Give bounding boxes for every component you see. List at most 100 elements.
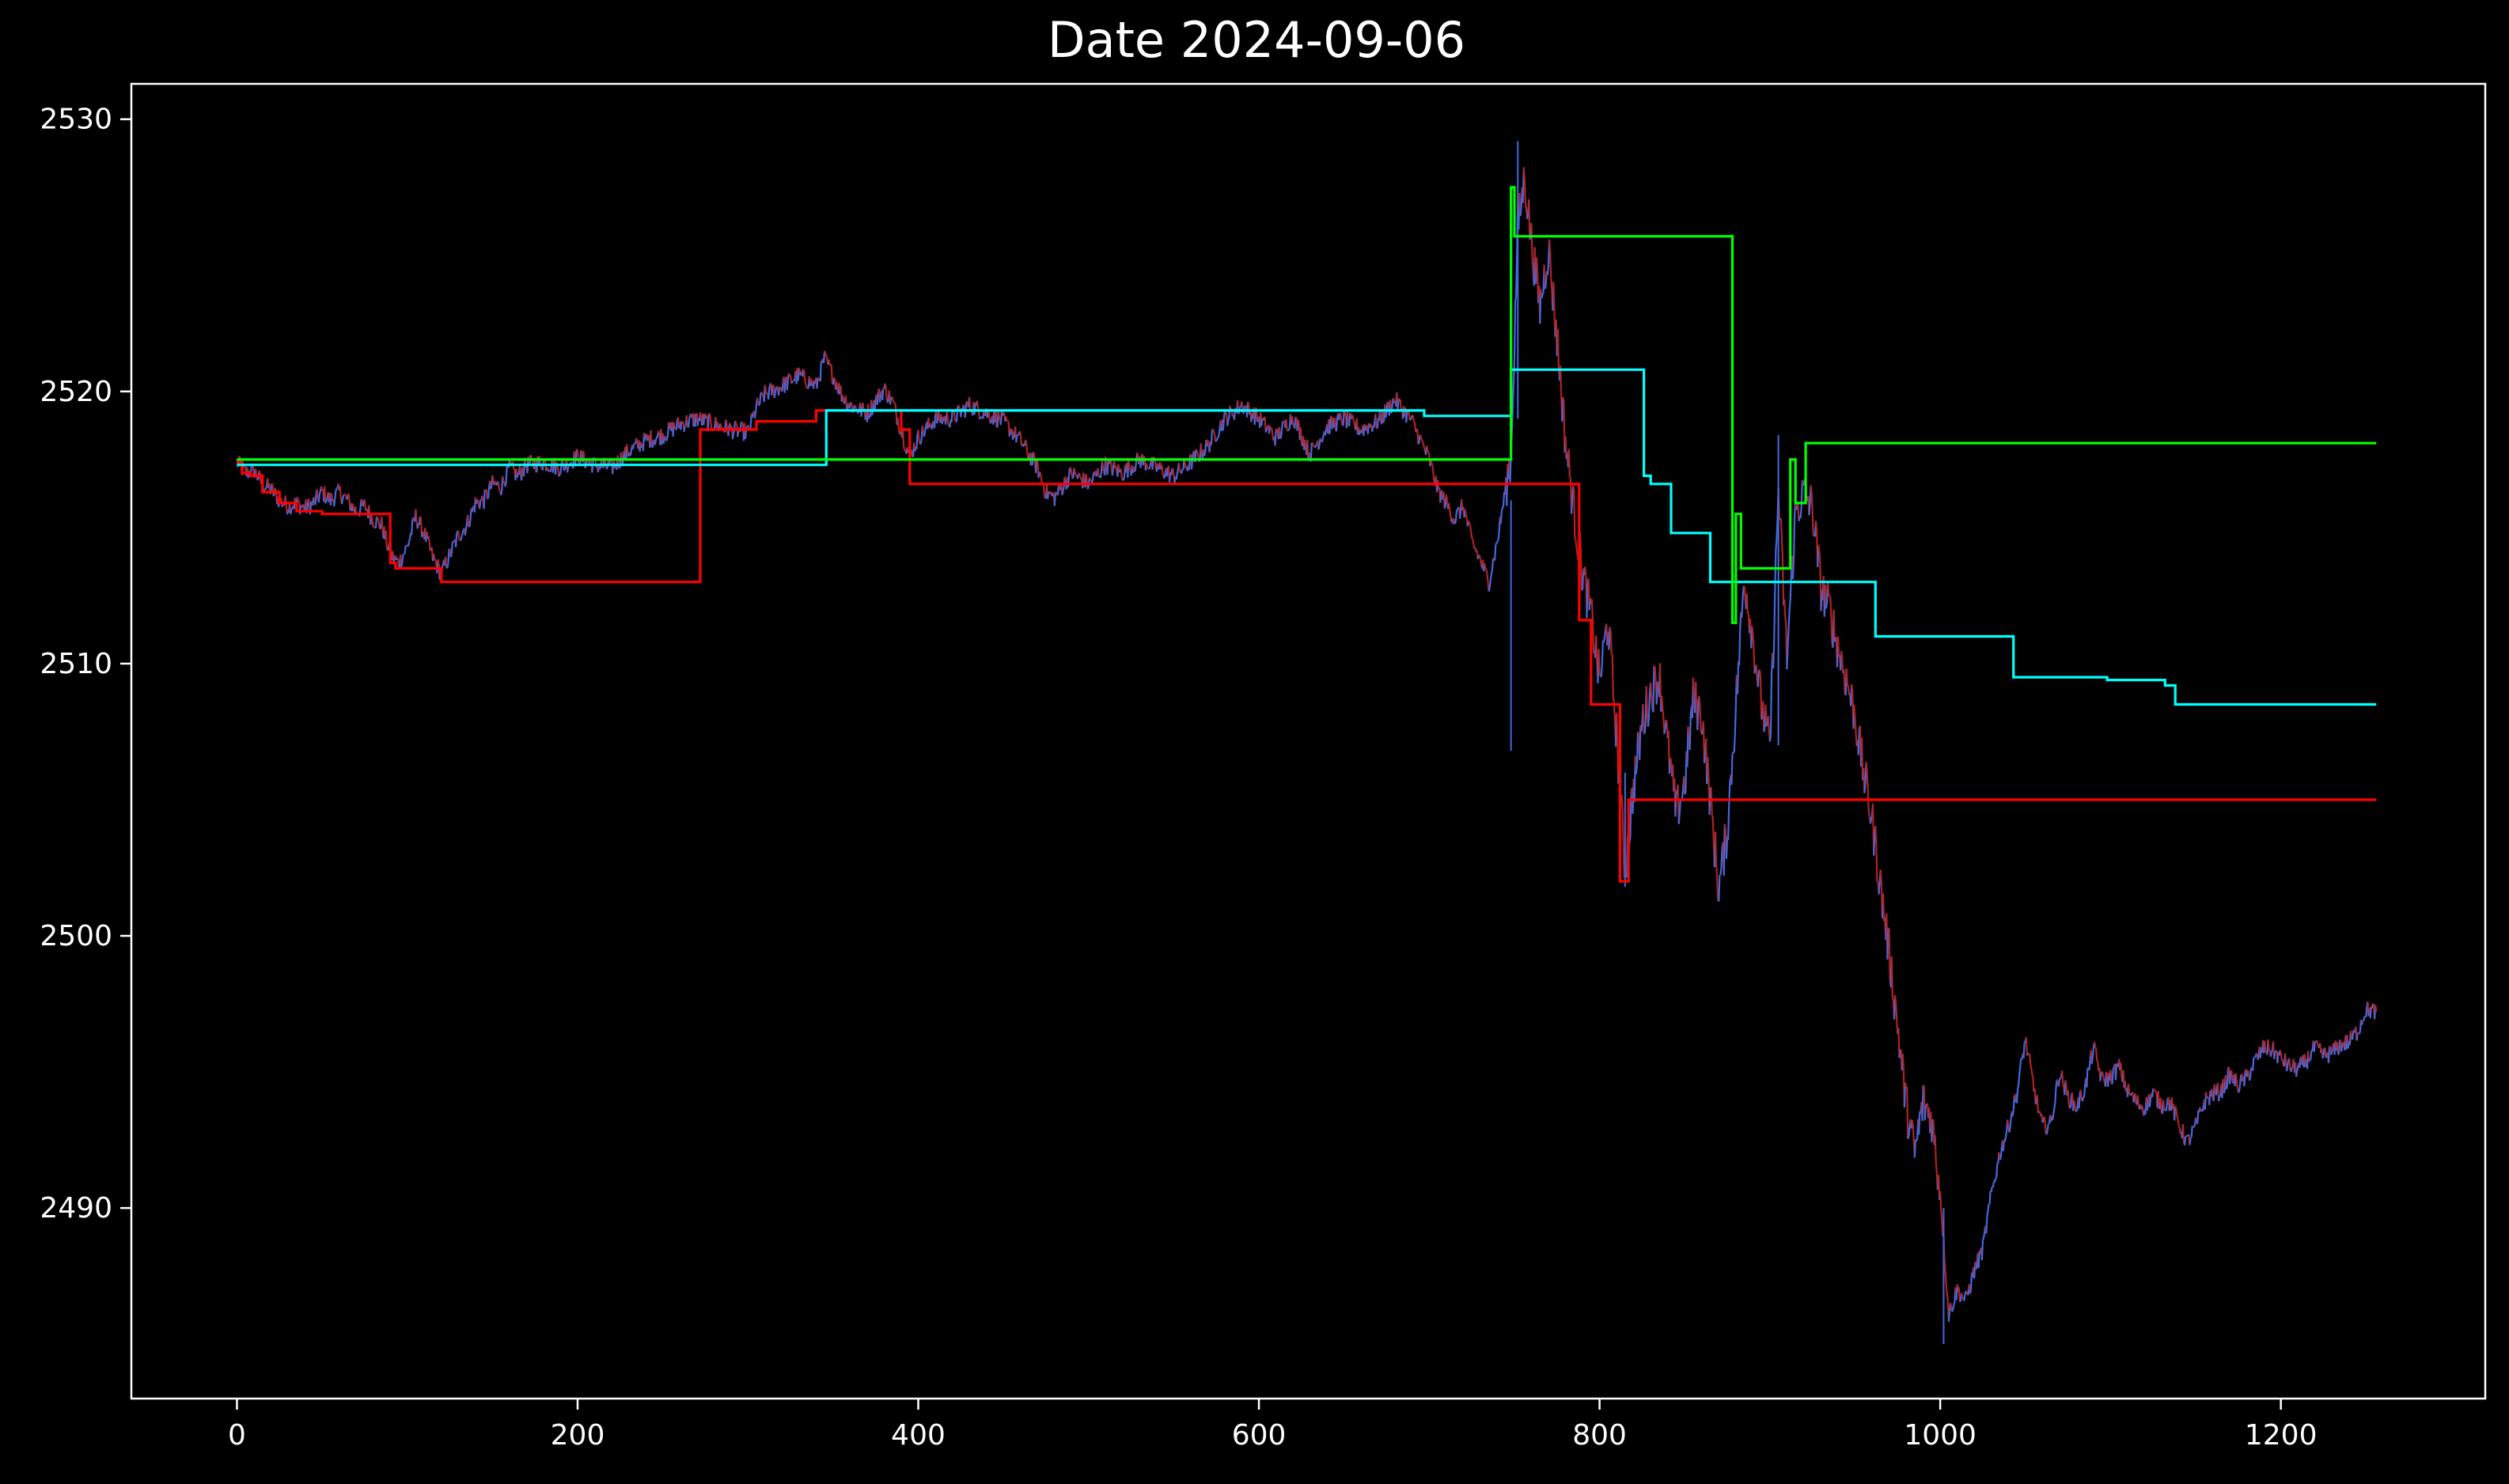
price-segment [2366, 1006, 2367, 1017]
price-segment [855, 406, 856, 408]
price-segment [2079, 1093, 2080, 1108]
price-segment [1734, 736, 1735, 753]
price-segment [553, 466, 554, 473]
price-segment [658, 431, 659, 436]
price-segment [1562, 397, 1563, 422]
price-segment [1478, 555, 1479, 559]
price-segment [1370, 424, 1371, 427]
price-segment [1828, 581, 1829, 594]
price-segment [2009, 1129, 2010, 1133]
price-segment [2297, 1068, 2298, 1071]
price-segment [1876, 846, 1877, 882]
price-segment [836, 382, 837, 390]
price-segment [1003, 412, 1004, 414]
price-segment [448, 549, 449, 564]
price-segment [1074, 468, 1075, 472]
price-segment [453, 542, 454, 543]
price-segment [834, 377, 835, 379]
price-segment [584, 451, 585, 464]
price-segment [1146, 464, 1147, 469]
price-segment [875, 399, 876, 411]
price-segment [2128, 1084, 2129, 1092]
price-segment [2239, 1085, 2240, 1092]
price-segment [2028, 1053, 2029, 1054]
price-segment [1604, 637, 1605, 642]
price-segment [567, 468, 568, 473]
price-segment [877, 394, 878, 405]
price-segment [1075, 472, 1076, 475]
price-segment [2254, 1057, 2255, 1058]
price-segment [1238, 411, 1239, 414]
price-segment [1527, 214, 1528, 219]
price-segment [808, 388, 809, 389]
price-segment [1025, 440, 1026, 445]
price-segment [2177, 1119, 2178, 1124]
price-segment [1682, 789, 1683, 798]
price-segment [1345, 413, 1346, 416]
price-segment [2372, 1004, 2373, 1008]
price-segment [655, 440, 656, 445]
price-segment [2037, 1095, 2038, 1112]
price-segment [1445, 505, 1446, 509]
price-segment [1596, 635, 1597, 663]
price-segment [1990, 1191, 1991, 1205]
price-segment [1716, 863, 1717, 878]
price-segment [1784, 600, 1785, 617]
price-segment [2227, 1069, 2228, 1086]
price-segment [1690, 714, 1691, 750]
price-segment [1812, 493, 1813, 512]
price-segment [826, 355, 827, 360]
price-segment [345, 494, 346, 495]
price-segment [1875, 826, 1876, 846]
price-segment [2352, 1031, 2353, 1039]
price-segment [2351, 1031, 2352, 1038]
price-segment [2337, 1042, 2338, 1054]
price-segment [1248, 402, 1249, 405]
price-segment [1514, 301, 1515, 359]
price-segment [2062, 1071, 2063, 1083]
price-segment [1770, 734, 1771, 742]
price-segment [1550, 253, 1551, 278]
price-segment [325, 502, 326, 504]
price-segment [1076, 475, 1077, 476]
price-segment [1964, 1294, 1965, 1300]
price-segment [607, 468, 608, 469]
price-segment [2153, 1088, 2154, 1090]
price-segment [1039, 472, 1040, 473]
price-segment [1600, 674, 1601, 676]
price-segment [1638, 732, 1639, 734]
price-segment [2065, 1081, 2066, 1085]
price-segment [2176, 1108, 2177, 1116]
price-segment [1325, 429, 1326, 436]
price-segment [1456, 513, 1457, 523]
price-segment [1088, 486, 1089, 490]
price-segment [1826, 603, 1827, 609]
price-segment [1135, 460, 1136, 470]
price-segment [1697, 700, 1698, 730]
price-segment [1179, 463, 1180, 469]
price-segment [2224, 1092, 2225, 1093]
price-segment [1585, 567, 1586, 577]
price-segment [334, 500, 335, 507]
price-segment [2291, 1067, 2292, 1072]
price-segment [2269, 1049, 2270, 1051]
price-segment [2101, 1073, 2102, 1081]
price-segment [1417, 429, 1418, 444]
price-segment [1255, 414, 1256, 425]
price-segment [2005, 1137, 2006, 1142]
price-segment [2095, 1047, 2096, 1050]
price-segment [324, 486, 325, 503]
price-segment [600, 467, 601, 470]
price-segment [1728, 806, 1729, 840]
price-segment [955, 420, 956, 422]
price-segment [2110, 1070, 2111, 1083]
price-segment [1543, 292, 1544, 295]
price-segment [2102, 1072, 2103, 1074]
price-segment [792, 381, 793, 383]
price-segment [1655, 668, 1656, 681]
price-segment [1889, 928, 1890, 979]
price-segment [1354, 420, 1355, 422]
price-segment [1760, 676, 1761, 719]
price-segment [2275, 1051, 2276, 1053]
price-segment [1809, 505, 1810, 516]
